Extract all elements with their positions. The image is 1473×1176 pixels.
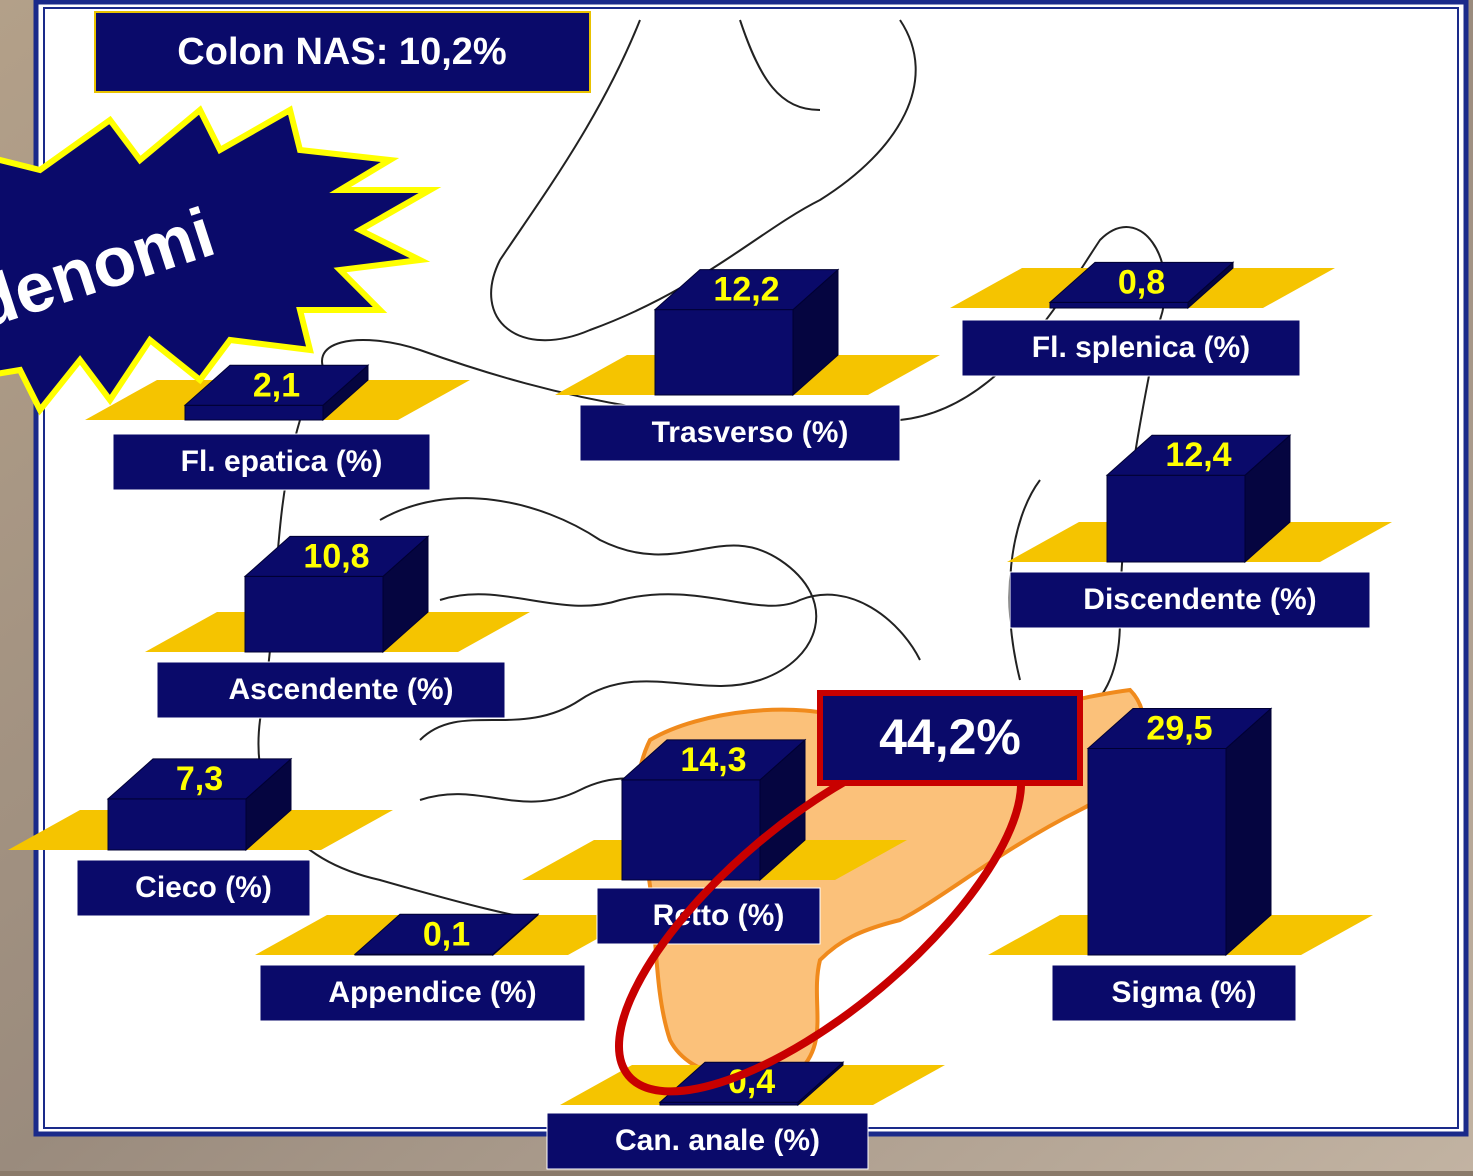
site-label: Ascendente (%): [228, 673, 453, 706]
site-label: Appendice (%): [328, 976, 536, 1009]
page: {"title": "Colon NAS: 10,2%", "badge": "…: [0, 0, 1473, 1171]
bar-front: [1107, 475, 1245, 562]
value-label: 10,8: [303, 537, 369, 575]
value-label: 0,1: [423, 915, 470, 953]
bar-side: [1226, 709, 1271, 956]
site-label: Fl. epatica (%): [181, 445, 383, 478]
value-label: 0,8: [1118, 263, 1165, 301]
bar-front: [1050, 302, 1188, 308]
site-label: Sigma (%): [1111, 976, 1256, 1009]
bar-front: [1088, 749, 1226, 956]
highlight-text: 44,2%: [879, 709, 1021, 765]
site-label: Cieco (%): [135, 871, 272, 904]
bar-front: [622, 780, 760, 880]
title: Colon NAS: 10,2%: [177, 31, 506, 73]
bar-front: [245, 576, 383, 652]
site-label: Fl. splenica (%): [1032, 331, 1250, 364]
value-label: 12,2: [713, 271, 779, 309]
value-label: 12,4: [1165, 436, 1231, 474]
bar-front: [185, 405, 323, 420]
bar-front: [108, 799, 246, 850]
value-label: 14,3: [680, 741, 746, 779]
value-label: 7,3: [176, 760, 223, 798]
slide: 2,1 Fl. epatica (%) 12,2 Trasverso (%) 0,8 Fl…: [0, 0, 1473, 1171]
value-label: 29,5: [1146, 709, 1212, 747]
site-label: Discendente (%): [1083, 583, 1316, 616]
site-label: Can. anale (%): [615, 1124, 820, 1157]
bar-front: [655, 310, 793, 395]
value-label: 2,1: [253, 366, 300, 404]
site-label: Trasverso (%): [652, 416, 849, 449]
